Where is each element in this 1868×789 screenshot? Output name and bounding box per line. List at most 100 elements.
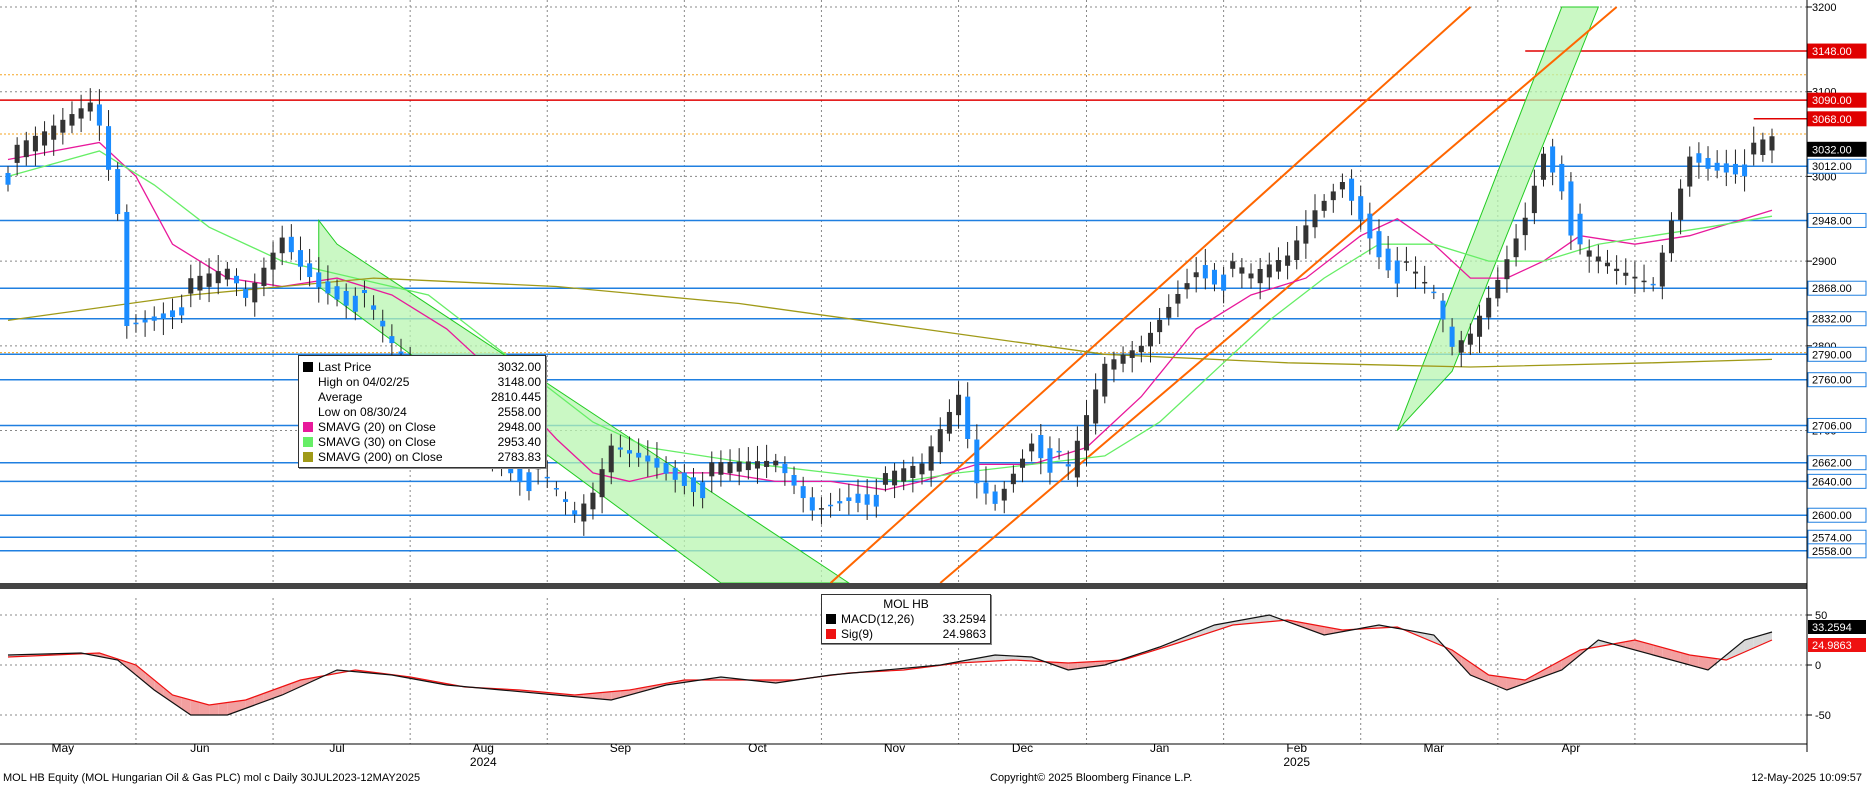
macd-fill — [1315, 625, 1325, 635]
price-label-box — [1807, 455, 1867, 471]
candle-body — [1531, 185, 1537, 214]
macd-fill — [1068, 662, 1078, 670]
macd-fill — [218, 702, 228, 715]
legend-swatch-icon — [303, 421, 313, 432]
x-month-label: Sep — [610, 741, 632, 755]
price-label-box — [1807, 158, 1867, 174]
candle-body — [1120, 354, 1126, 364]
candle-body — [398, 351, 404, 354]
candle-body — [782, 463, 788, 474]
candle-body — [170, 310, 176, 318]
legend-value: 3032.00 — [497, 359, 541, 374]
candle-body — [736, 461, 742, 472]
candle-body — [1266, 264, 1272, 278]
price-legend[interactable]: Last Price 3032.00 High on 04/02/25 3148.00… — [298, 355, 546, 468]
candle-body — [1559, 163, 1565, 192]
macd-fill — [1653, 645, 1663, 658]
price-label-box — [1807, 346, 1867, 362]
candle-body — [992, 491, 998, 504]
macd-fill — [1424, 633, 1434, 643]
candle-body — [1650, 283, 1656, 286]
price-label-box — [1807, 473, 1867, 489]
price-label: 2662.00 — [1812, 458, 1852, 470]
candle-body — [1668, 220, 1674, 254]
candle-body — [1376, 231, 1382, 258]
macd-fill — [1680, 652, 1690, 665]
macd-fill — [1662, 647, 1672, 660]
price-legend-row: SMAVG (30) on Close 2953.40 — [303, 434, 541, 449]
macd-legend[interactable]: MOL HB MACD(12,26) 33.2594 Sig(9) 24.9863 — [821, 594, 991, 644]
candle-body — [1440, 300, 1446, 320]
macd-fill — [1305, 623, 1316, 632]
candle-body — [160, 313, 166, 319]
x-year-label: 2025 — [1283, 755, 1310, 769]
legend-label: Sig(9) — [841, 626, 874, 641]
x-month-label: Dec — [1012, 741, 1033, 755]
candle-body — [1659, 252, 1665, 287]
macd-fill — [300, 678, 310, 687]
candle-body — [307, 263, 313, 278]
legend-label: SMAVG (200) on Close — [318, 449, 443, 464]
candle-body — [1742, 164, 1748, 177]
candle-body — [1495, 279, 1501, 299]
candle-body — [1029, 443, 1035, 452]
candle-body — [1202, 265, 1208, 279]
candle-body — [1285, 255, 1291, 266]
legend-label: High on 04/02/25 — [318, 374, 410, 389]
macd-fill — [145, 672, 155, 690]
macd-fill — [1214, 623, 1224, 631]
candle-body — [252, 282, 258, 303]
candle-body — [206, 273, 212, 287]
candle-body — [1312, 210, 1318, 228]
candle-body — [1367, 213, 1373, 239]
price-label-box — [1807, 141, 1867, 157]
candle-body — [1577, 213, 1583, 245]
candle-body — [1303, 225, 1309, 244]
price-label-box — [1807, 417, 1867, 433]
macd-fill — [227, 701, 237, 715]
legend-label: SMAVG (30) on Close — [318, 434, 436, 449]
footer-right: 12-May-2025 10:09:57 — [1751, 772, 1862, 784]
x-month-label: May — [52, 741, 75, 755]
candle-body — [78, 108, 84, 119]
candle-body — [334, 286, 340, 300]
candle-body — [224, 268, 230, 280]
legend-value: 33.2594 — [942, 611, 986, 626]
candle-body — [654, 458, 660, 468]
legend-label: SMAVG (20) on Close — [318, 419, 436, 434]
candle-body — [1001, 488, 1007, 501]
price-label: 2832.00 — [1812, 314, 1852, 326]
panel-divider[interactable] — [0, 583, 1807, 589]
price-label-box — [1807, 111, 1867, 127]
candle-body — [325, 281, 331, 294]
candle-body — [1349, 178, 1355, 201]
candle-body — [1586, 250, 1592, 257]
candle-body — [197, 275, 203, 291]
macd-fill — [1570, 650, 1581, 663]
candle-body — [572, 510, 578, 515]
candle-body — [1513, 238, 1519, 258]
green-uptrend-channel — [1396, 6, 1600, 431]
candle-body — [389, 336, 395, 344]
candle-body — [380, 320, 386, 327]
x-month-label: Apr — [1562, 741, 1581, 755]
candle-body — [709, 462, 715, 477]
x-month-label: Aug — [473, 741, 494, 755]
price-label-box — [1807, 92, 1867, 108]
candle-body — [1449, 326, 1455, 347]
candle-body — [672, 467, 678, 480]
price-label: 2760.00 — [1812, 375, 1852, 387]
candle-body — [855, 493, 861, 503]
price-legend-row: Average 2810.445 — [303, 389, 541, 404]
candle-body — [1568, 181, 1574, 236]
macd-fill — [592, 692, 603, 700]
candle-body — [910, 465, 916, 478]
x-month-label: Oct — [748, 741, 767, 755]
macd-fill — [1177, 636, 1188, 643]
macd-fill — [1625, 640, 1635, 650]
candle-body — [983, 482, 989, 494]
candle-body — [1477, 315, 1483, 337]
candle-body — [1522, 217, 1528, 236]
candle-body — [1248, 273, 1254, 279]
